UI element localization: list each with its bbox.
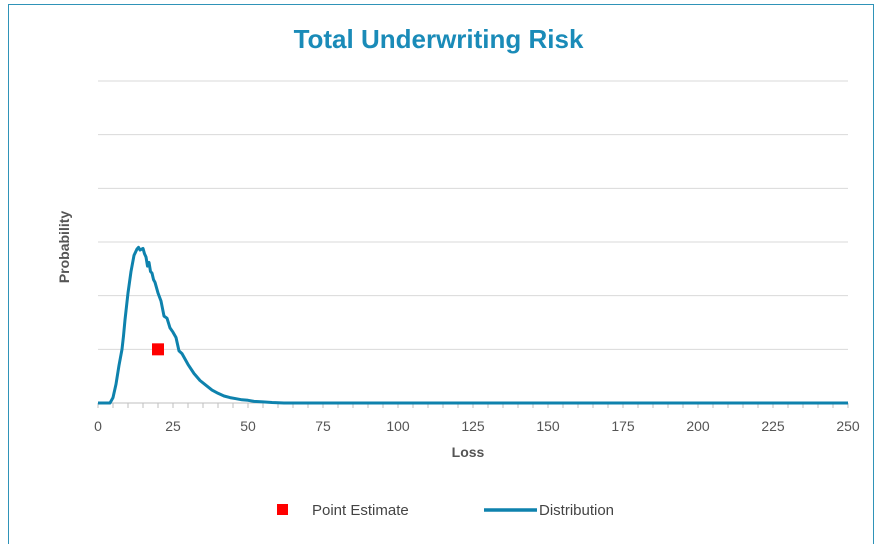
y-axis-title: Probability [56, 211, 72, 284]
x-tick-label: 50 [240, 418, 256, 434]
legend-distribution-label: Distribution [539, 502, 614, 519]
x-tick-label: 75 [315, 418, 331, 434]
x-tick-label: 0 [94, 418, 102, 434]
x-tick-label: 200 [686, 418, 710, 434]
distribution-line [98, 245, 848, 405]
x-tick-label: 225 [761, 418, 785, 434]
x-tick-label: 175 [611, 418, 635, 434]
x-tick-label: 150 [536, 418, 560, 434]
gridlines [98, 80, 848, 404]
chart-frame [8, 4, 874, 544]
x-tick-label: 125 [461, 418, 485, 434]
legend-point-estimate-marker [277, 504, 288, 515]
chart-series [98, 245, 848, 405]
legend: Point Estimate Distribution [277, 502, 614, 519]
legend-point-estimate-label: Point Estimate [312, 502, 409, 519]
point-estimate-marker [152, 343, 164, 356]
x-tick-label: 100 [386, 418, 410, 434]
x-axis-ticks: 0 25 50 75 100 125 150 175 200 225 250 [94, 403, 860, 434]
x-tick-label: 250 [836, 418, 860, 434]
x-tick-label: 25 [165, 418, 181, 434]
x-axis-title: Loss [452, 444, 485, 460]
chart-title: Total Underwriting Risk [293, 24, 584, 54]
